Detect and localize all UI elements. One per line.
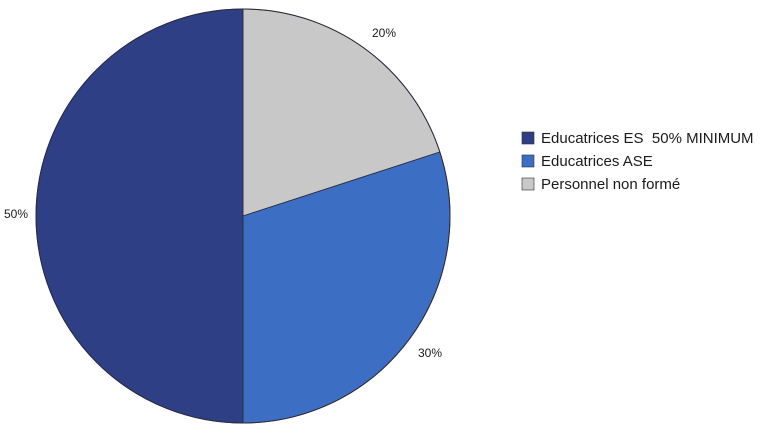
pie-outline	[35, 8, 451, 424]
legend-swatch	[521, 154, 535, 168]
slice-value-label: 30%	[418, 346, 442, 360]
legend: Educatrices ES 50% MINIMUM Educatrices AS…	[521, 130, 754, 193]
legend-label: Educatrices ASE	[541, 153, 653, 170]
legend-swatch	[521, 131, 535, 145]
legend-swatch	[521, 177, 535, 191]
slice-value-label: 20%	[372, 26, 396, 40]
slice-labels: 20% 30% 50%	[4, 26, 442, 360]
pie-slices	[35, 8, 451, 424]
slice-value-label: 50%	[4, 207, 28, 221]
pie-slice	[35, 8, 244, 424]
legend-label: Personnel non formé	[541, 176, 680, 193]
legend-label: Educatrices ES 50% MINIMUM	[541, 130, 754, 147]
